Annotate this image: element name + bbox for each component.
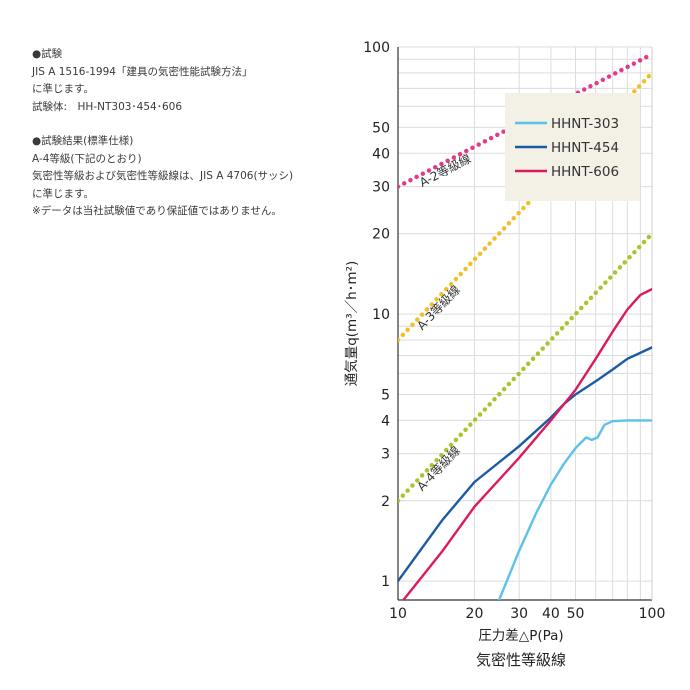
- y-tick-label: 30: [372, 180, 390, 196]
- x-tick-label: 50: [567, 606, 585, 622]
- test-conform: に準じます。: [32, 83, 94, 95]
- y-tick-label: 100: [363, 40, 390, 56]
- chart-caption: 気密性等級線: [476, 651, 566, 669]
- x-tick-label: 40: [542, 606, 560, 622]
- test-specimen: 試験体: HH-NT303･454･606: [32, 100, 183, 113]
- series-line-hhnt-303: [497, 419, 652, 600]
- y-tick-label: 5: [381, 387, 390, 403]
- result-heading: ●試験結果(標準仕様): [32, 135, 134, 147]
- y-tick-label: 20: [372, 227, 390, 243]
- result-conform: に準じます。: [32, 187, 94, 200]
- legend-label-hhnt-606: HHNT-606: [551, 164, 619, 180]
- legend-label-hhnt-454: HHNT-454: [551, 140, 619, 156]
- y-tick-label: 1: [381, 574, 390, 590]
- test-heading: ●試験: [32, 48, 63, 60]
- y-tick-label: 40: [372, 146, 390, 162]
- y-tick-label: 3: [381, 447, 390, 463]
- y-axis-title: 通気量q(m³／h･m²): [344, 261, 360, 387]
- disclaimer: ※データは当社試験値であり保証値ではありません。: [32, 205, 282, 217]
- result-lines: 気密性等級および気密性等級線は、JIS A 4706(サッシ): [32, 170, 294, 182]
- test-notes: ●試験 JIS A 1516-1994「建具の気密性能試験方法」 に準じます。 …: [32, 46, 332, 221]
- y-tick-label: 50: [372, 120, 390, 136]
- x-tick-label: 100: [639, 606, 666, 622]
- x-tick-label: 30: [510, 606, 528, 622]
- y-tick-label: 2: [381, 494, 390, 510]
- result-grade: A-4等級(下記のとおり): [32, 152, 142, 165]
- series-line-hhnt-606: [402, 287, 652, 600]
- x-tick-label: 20: [466, 606, 484, 622]
- y-tick-label: 4: [381, 413, 390, 429]
- x-axis-title: 圧力差△P(Pa): [478, 628, 563, 644]
- x-tick-label: 10: [389, 606, 407, 622]
- grade-line-4: [398, 231, 652, 504]
- test-standard: JIS A 1516-1994「建具の気密性能試験方法」: [32, 65, 253, 78]
- y-tick-label: 10: [372, 307, 390, 323]
- legend-label-hhnt-303: HHNT-303: [551, 116, 619, 132]
- grade-line-2: [398, 51, 652, 189]
